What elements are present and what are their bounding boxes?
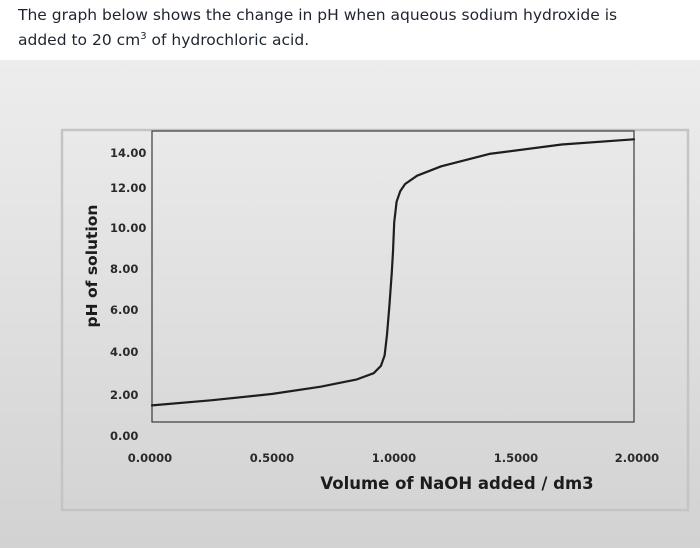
x-tick-label: 0.0000 bbox=[128, 451, 172, 465]
question-text: The graph below shows the change in pH w… bbox=[18, 4, 688, 51]
y-tick-label: 8.00 bbox=[110, 262, 138, 276]
x-tick-label: 0.5000 bbox=[250, 451, 294, 465]
y-tick-label: 2.00 bbox=[110, 388, 138, 402]
y-tick-label: 6.00 bbox=[110, 303, 138, 317]
y-tick-label: 12.00 bbox=[110, 181, 146, 195]
x-tick-label: 2.0000 bbox=[615, 451, 659, 465]
x-tick-label: 1.5000 bbox=[494, 451, 538, 465]
y-tick-label: 10.00 bbox=[110, 221, 146, 235]
y-tick-label: 0.00 bbox=[110, 429, 138, 443]
chart-area-border bbox=[60, 128, 690, 512]
y-tick-label: 4.00 bbox=[110, 345, 138, 359]
y-tick-label: 14.00 bbox=[110, 146, 146, 160]
question-line-2: added to 20 cm3 of hydrochloric acid. bbox=[18, 26, 688, 51]
y-axis-label: pH of solution bbox=[83, 205, 101, 328]
x-axis-label: Volume of NaOH added / dm3 bbox=[320, 474, 593, 493]
question-line-2-suffix: of hydrochloric acid. bbox=[146, 31, 310, 50]
x-tick-label: 1.0000 bbox=[372, 451, 416, 465]
graph-photo bbox=[0, 60, 700, 548]
question-line-1: The graph below shows the change in pH w… bbox=[18, 6, 618, 24]
plot-area-border bbox=[151, 130, 635, 423]
question-line-2-superscript: 3 bbox=[140, 31, 147, 42]
titration-curve bbox=[150, 138, 636, 407]
question-line-2-prefix: added to 20 cm bbox=[18, 31, 141, 50]
